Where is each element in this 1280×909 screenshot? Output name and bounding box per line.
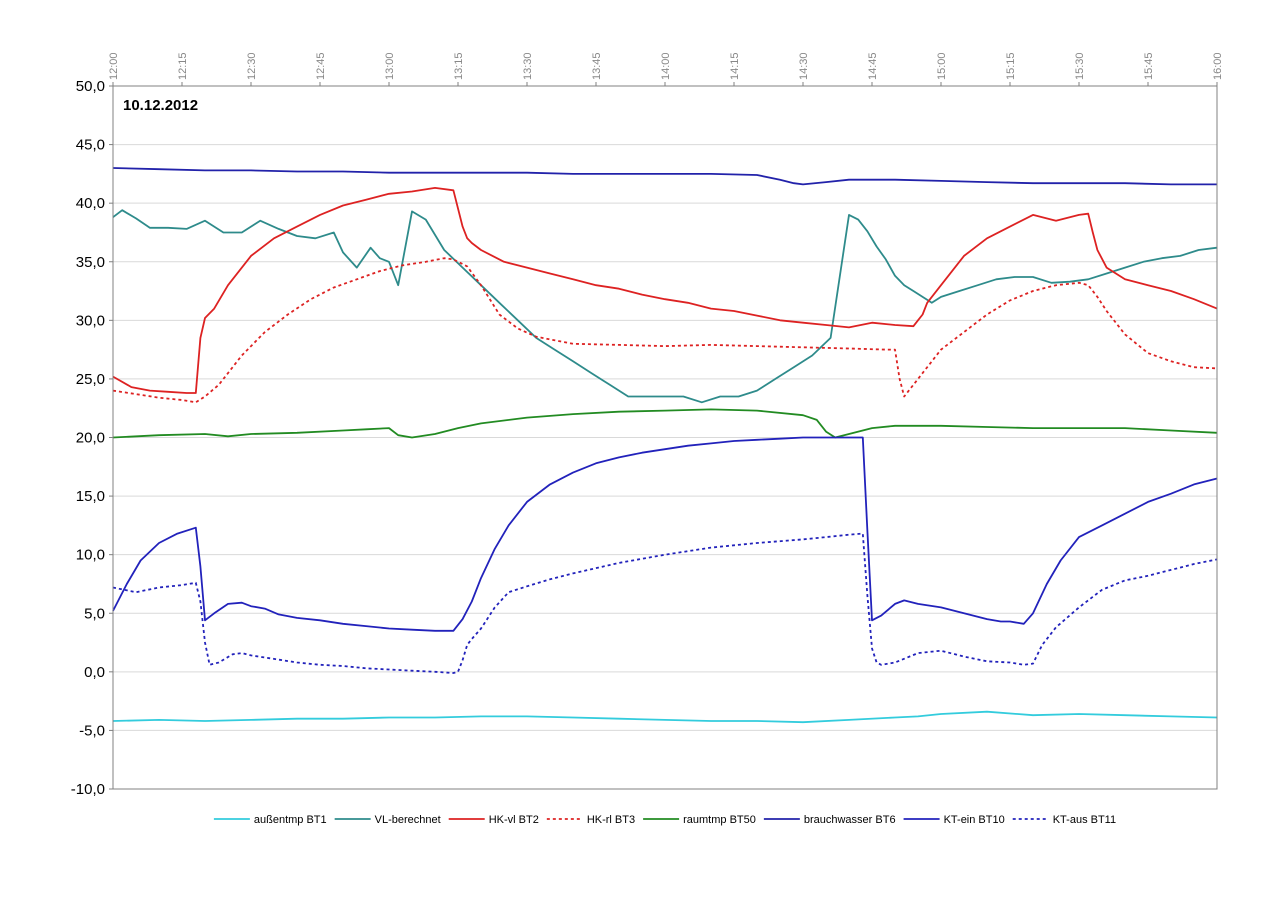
y-tick-label: 30,0 (76, 312, 105, 329)
x-tick-label: 14:00 (660, 52, 672, 80)
x-tick-label: 13:45 (591, 52, 603, 80)
y-tick-label: 35,0 (76, 254, 105, 271)
series-layer (112, 167, 1218, 724)
y-tick-label: 25,0 (76, 371, 105, 388)
y-tick-label: 0,0 (84, 664, 105, 681)
series-line-3 (112, 257, 1218, 404)
legend-label-5: brauchwasser BT6 (804, 814, 896, 826)
series-line-0 (112, 710, 1218, 724)
x-tick-label: 14:15 (729, 52, 741, 80)
x-tick-label: 12:30 (246, 52, 258, 80)
legend-label-4: raumtmp BT50 (683, 814, 756, 826)
grid-layer (109, 82, 1218, 790)
x-tick-label: 14:30 (798, 52, 810, 80)
series-line-4 (112, 408, 1218, 439)
y-tick-label: 20,0 (76, 430, 105, 447)
x-tick-label: 15:30 (1074, 52, 1086, 80)
legend-label-3: HK-rl BT3 (587, 814, 635, 826)
x-tick-label: 14:45 (867, 52, 879, 80)
series-line-2 (112, 186, 1218, 394)
y-tick-label: -10,0 (71, 781, 105, 798)
x-tick-label: 12:00 (108, 52, 120, 80)
legend-label-7: KT-aus BT11 (1053, 814, 1116, 826)
series-line-5 (112, 167, 1217, 186)
y-tick-label: 50,0 (76, 78, 105, 95)
series-line-6 (112, 436, 1218, 632)
y-tick-label: 15,0 (76, 488, 105, 505)
x-tick-label: 15:45 (1143, 52, 1155, 80)
series-line-7 (112, 532, 1218, 674)
x-tick-label: 13:00 (384, 52, 396, 80)
series-line-1 (112, 209, 1218, 404)
x-tick-label: 12:45 (315, 52, 327, 80)
legend-label-6: KT-ein BT10 (944, 814, 1005, 826)
legend: außentmp BT1 VL-berechnet HK-vl BT2 HK-rl B… (213, 814, 1116, 826)
x-tick-label: 15:00 (936, 52, 948, 80)
x-tick-label: 15:15 (1005, 52, 1017, 80)
x-tick-label: 13:15 (453, 52, 465, 80)
y-tick-label: 40,0 (76, 195, 105, 212)
x-tick-label: 12:15 (177, 52, 189, 80)
y-tick-label: 45,0 (76, 137, 105, 154)
chart-title: 10.12.2012 (123, 97, 198, 114)
legend-label-0: außentmp BT1 (254, 814, 327, 826)
x-tick-label: 16:00 (1212, 52, 1224, 80)
x-tick-labels: 12:00 12:15 12:30 12:45 13:00 13:15 13:30 13:45… (108, 52, 1224, 80)
x-tick-label: 13:30 (522, 52, 534, 80)
y-tick-label: 10,0 (76, 547, 105, 564)
legend-label-2: HK-vl BT2 (489, 814, 539, 826)
y-tick-label: 5,0 (84, 605, 105, 622)
legend-label-1: VL-berechnet (375, 814, 441, 826)
plot-border (112, 85, 1218, 790)
y-tick-label: -5,0 (79, 722, 105, 739)
y-tick-labels: -10,0 -5,0 0,0 5,0 10,0 15,0 20,0 25,0 30,0 35,0 4… (71, 78, 105, 798)
